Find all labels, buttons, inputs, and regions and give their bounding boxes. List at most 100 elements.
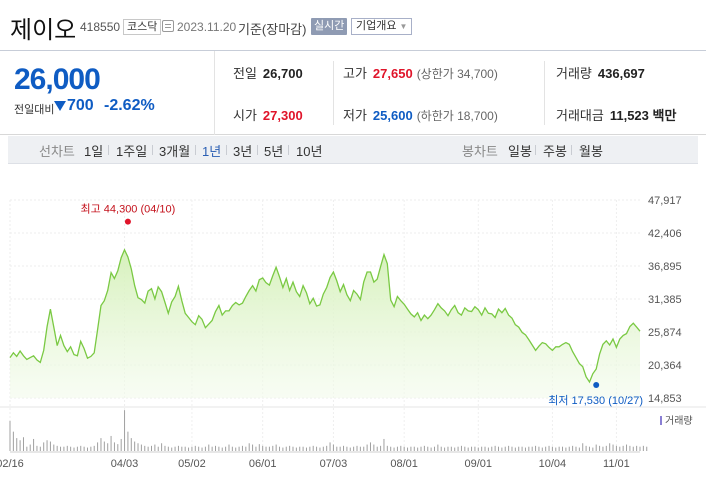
- volume-legend-label: 거래량: [665, 415, 693, 427]
- volume-bar: [521, 446, 523, 451]
- tab-3-months[interactable]: 3개월: [159, 144, 191, 159]
- volume-bar: [120, 438, 122, 451]
- volume-bar: [66, 445, 68, 451]
- volume-bar: [127, 431, 129, 451]
- volume-bar: [211, 446, 213, 451]
- volume-bar: [154, 444, 156, 451]
- price-chart-svg: 47,917 42,406 36,895 31,385 25,874 20,364 14,8…: [0, 195, 706, 470]
- realtime-button[interactable]: 실시간: [311, 18, 348, 35]
- volume-bar: [484, 446, 486, 451]
- volume-bar: [97, 442, 99, 451]
- stat-volume: 거래량 436,697: [556, 63, 645, 82]
- volume-bar: [548, 445, 550, 451]
- volume-bar: [524, 447, 526, 451]
- x-tick-label: 04/03: [111, 458, 139, 470]
- volume-bar: [63, 446, 65, 451]
- stat-value: 25,600: [372, 108, 413, 123]
- divider: [195, 145, 196, 155]
- volume-bar: [403, 446, 405, 451]
- company-overview-button[interactable]: 기업개요 ▼: [351, 18, 413, 35]
- tab-monthly-candle[interactable]: 월봉: [579, 144, 603, 159]
- volume-bar: [599, 445, 601, 451]
- tab-1-day[interactable]: 1일: [84, 144, 104, 159]
- stat-label: 전일: [233, 66, 257, 81]
- volume-bar: [467, 447, 469, 451]
- volume-bar: [299, 446, 301, 451]
- divider: [571, 145, 572, 155]
- volume-bar: [440, 446, 442, 451]
- y-tick-label: 14,853: [648, 393, 682, 405]
- tab-10-years[interactable]: 10년: [296, 144, 323, 159]
- tab-weekly-candle[interactable]: 주봉: [543, 144, 567, 159]
- volume-bar: [481, 446, 483, 451]
- volume-bar: [396, 446, 398, 451]
- volume-bar: [642, 445, 644, 451]
- current-price: 26,000: [14, 63, 101, 96]
- volume-bar: [369, 442, 371, 451]
- volume-bar: [167, 446, 169, 451]
- change-rate: -2.62%: [104, 97, 155, 114]
- volume-bar: [639, 446, 641, 451]
- volume-bar: [316, 446, 318, 451]
- price-summary: 26,000 전일대비 700 -2.62% 전일 26,700 고가 27,650…: [0, 50, 706, 135]
- volume-bar: [363, 446, 365, 451]
- volume-bar: [588, 446, 590, 451]
- volume-bar: [602, 446, 604, 451]
- tab-3-years[interactable]: 3년: [233, 144, 253, 159]
- volume-bar: [113, 442, 115, 451]
- low-label: 최저 17,530 (10/27): [548, 394, 643, 407]
- y-tick-label: 47,917: [648, 195, 682, 207]
- volume-bar: [609, 443, 611, 451]
- price-chart[interactable]: 47,917 42,406 36,895 31,385 25,874 20,364 14,8…: [0, 165, 706, 493]
- volume-bar: [46, 440, 48, 451]
- volume-bar: [427, 446, 429, 451]
- volume-bar: [36, 445, 38, 451]
- volume-bar: [615, 445, 617, 451]
- volume-bar: [29, 444, 31, 451]
- volume-bar: [157, 446, 159, 451]
- volume-bar: [359, 446, 361, 451]
- volume-bar: [184, 446, 186, 451]
- y-tick-label: 31,385: [648, 294, 682, 306]
- volume-bar: [622, 445, 624, 451]
- volume-bar: [26, 446, 28, 451]
- volume-bar: [464, 446, 466, 451]
- volume-bar: [518, 446, 520, 451]
- tab-1-year[interactable]: 1년: [202, 144, 222, 159]
- volume-bar: [144, 445, 146, 451]
- x-tick-label: 07/03: [320, 458, 348, 470]
- volume-bar: [626, 444, 628, 451]
- volume-bar: [322, 446, 324, 451]
- volume-bar: [346, 446, 348, 451]
- volume-bar: [511, 446, 513, 451]
- y-tick-label: 42,406: [648, 228, 682, 240]
- volume-bar: [312, 445, 314, 451]
- volume-bar: [19, 440, 21, 451]
- volume-bar: [319, 447, 321, 451]
- volume-bar: [605, 445, 607, 451]
- stat-label: 거래대금: [556, 108, 604, 123]
- volume-bar: [248, 443, 250, 451]
- tab-daily-candle[interactable]: 일봉: [508, 144, 532, 159]
- volume-bar: [373, 444, 375, 451]
- tab-5-years[interactable]: 5년: [264, 144, 284, 159]
- down-arrow-icon: [54, 101, 66, 111]
- divider: [257, 145, 258, 155]
- volume-bar: [407, 447, 409, 451]
- volume-bar: [376, 446, 378, 451]
- volume-bar: [326, 445, 328, 451]
- stat-label: 거래량: [556, 66, 592, 81]
- volume-bar: [161, 443, 163, 451]
- tab-1-week[interactable]: 1주일: [116, 144, 148, 159]
- volume-bar: [390, 446, 392, 451]
- volume-bar: [558, 446, 560, 451]
- volume-bar: [568, 446, 570, 451]
- volume-bar: [238, 446, 240, 451]
- volume-bar: [272, 445, 274, 451]
- price-area: [10, 249, 640, 398]
- volume-bar: [572, 445, 574, 451]
- volume-bar: [191, 446, 193, 451]
- volume-bar: [383, 438, 385, 451]
- volume-bar: [356, 445, 358, 451]
- volume-bar: [460, 445, 462, 451]
